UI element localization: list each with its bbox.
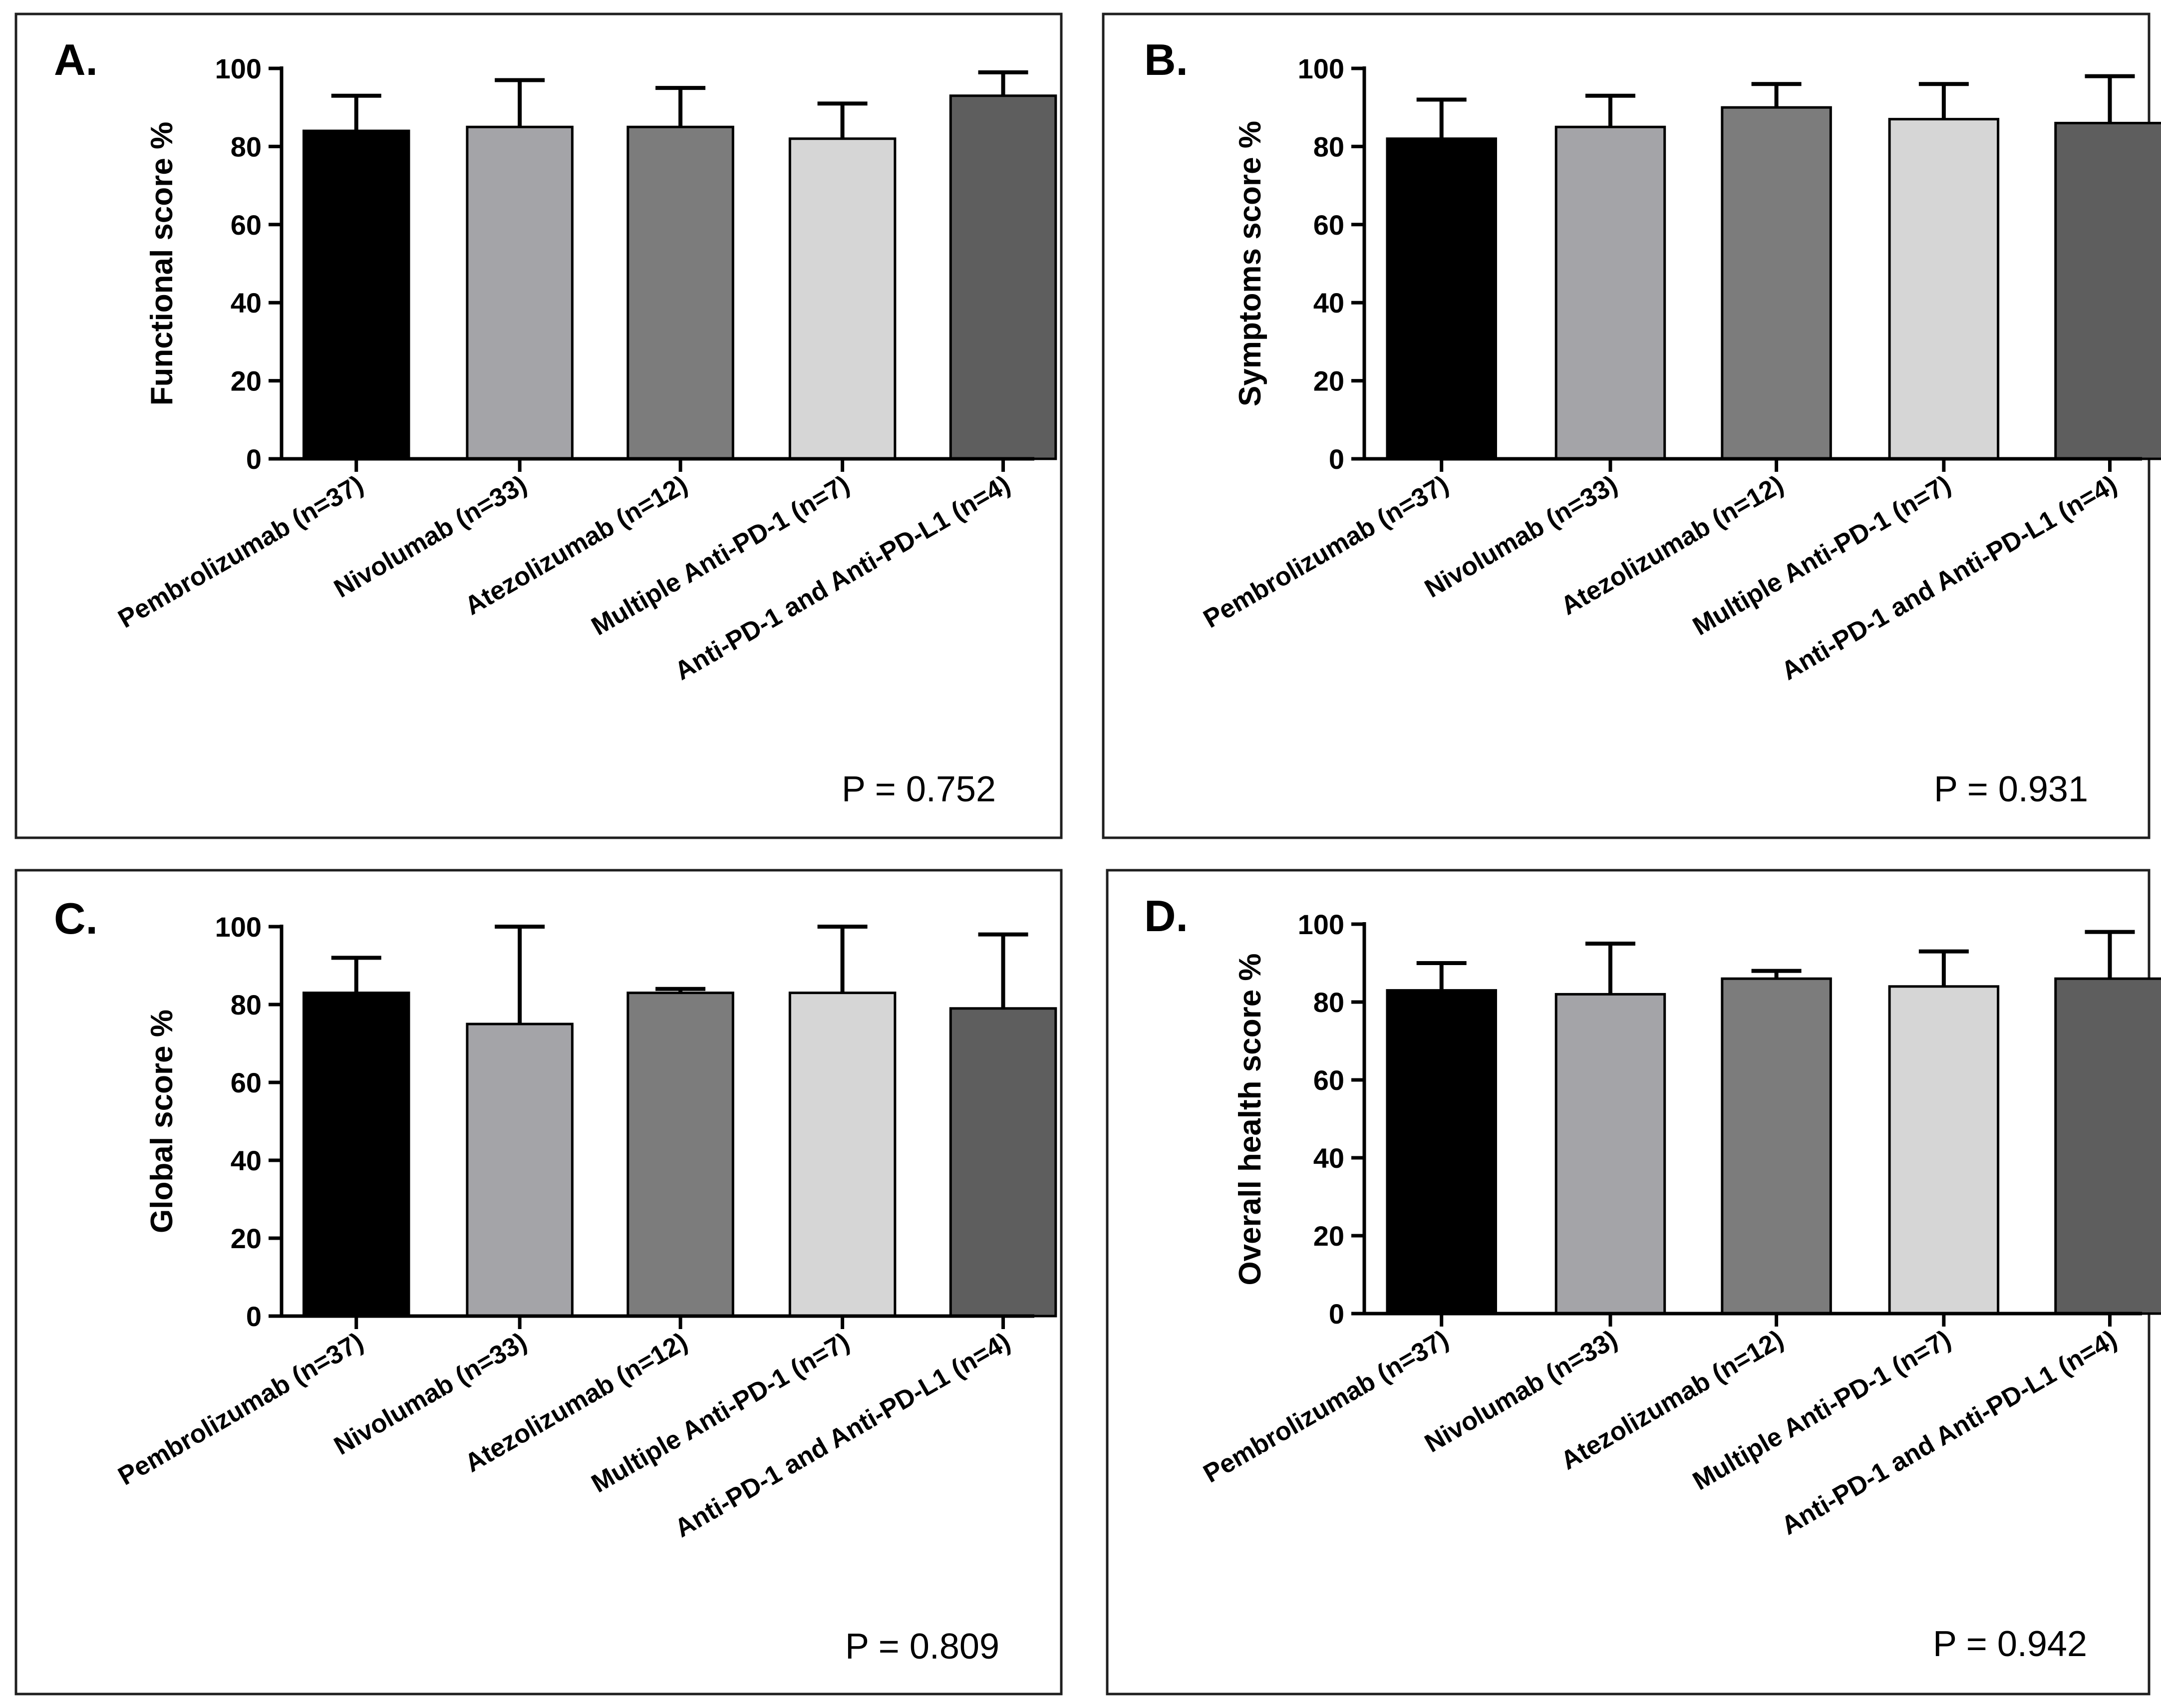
bar bbox=[949, 94, 1057, 460]
bar bbox=[1386, 989, 1497, 1315]
bar bbox=[302, 992, 410, 1318]
bar bbox=[949, 1007, 1057, 1318]
bar bbox=[1721, 106, 1832, 460]
y-tick-label: 0 bbox=[1329, 1298, 1344, 1330]
bar bbox=[466, 1023, 574, 1318]
y-tick-label: 60 bbox=[231, 1067, 262, 1098]
bar bbox=[1554, 993, 1666, 1315]
y-tick-label: 100 bbox=[1298, 53, 1344, 84]
y-tick-label: 100 bbox=[215, 53, 262, 84]
p-value-annotation: P = 0.931 bbox=[1934, 769, 2088, 809]
y-tick-label: 80 bbox=[231, 131, 262, 162]
y-tick-label: 60 bbox=[1313, 209, 1344, 241]
y-tick-label: 80 bbox=[1313, 131, 1344, 162]
y-tick-label: 40 bbox=[231, 287, 262, 319]
panel-letter: C. bbox=[54, 894, 98, 943]
bar bbox=[302, 129, 410, 460]
bar bbox=[788, 992, 897, 1318]
y-tick-label: 40 bbox=[1313, 287, 1344, 319]
y-tick-label: 100 bbox=[1298, 909, 1344, 940]
bar bbox=[788, 137, 897, 460]
y-tick-label: 0 bbox=[246, 443, 262, 475]
y-tick-label: 80 bbox=[231, 989, 262, 1021]
p-value-annotation: P = 0.809 bbox=[845, 1627, 999, 1667]
y-axis-label: Global score % bbox=[145, 1010, 179, 1233]
y-tick-label: 0 bbox=[246, 1301, 262, 1332]
bar bbox=[1554, 125, 1666, 460]
y-axis-label: Overall health score % bbox=[1233, 953, 1267, 1285]
y-tick-label: 40 bbox=[1313, 1142, 1344, 1174]
bar bbox=[626, 125, 734, 460]
y-tick-label: 100 bbox=[215, 911, 262, 943]
bar bbox=[2054, 121, 2161, 460]
y-tick-label: 20 bbox=[1313, 1220, 1344, 1252]
y-axis-label: Symptoms score % bbox=[1233, 121, 1267, 406]
bar bbox=[626, 992, 734, 1318]
y-axis-label: Functional score % bbox=[145, 122, 179, 405]
p-value-annotation: P = 0.752 bbox=[842, 769, 996, 809]
bar bbox=[1386, 137, 1497, 460]
y-tick-label: 20 bbox=[231, 1223, 262, 1254]
bar bbox=[1888, 985, 2000, 1315]
y-tick-label: 0 bbox=[1329, 443, 1344, 475]
panel-letter: A. bbox=[54, 35, 98, 84]
y-tick-label: 20 bbox=[1313, 365, 1344, 397]
p-value-annotation: P = 0.942 bbox=[1933, 1624, 2087, 1664]
y-tick-label: 60 bbox=[1313, 1064, 1344, 1096]
y-tick-label: 40 bbox=[231, 1145, 262, 1176]
y-tick-label: 20 bbox=[231, 365, 262, 397]
bar bbox=[2054, 977, 2161, 1315]
bar bbox=[466, 125, 574, 460]
y-tick-label: 80 bbox=[1313, 987, 1344, 1018]
panel-letter: D. bbox=[1144, 891, 1188, 941]
bar bbox=[1721, 977, 1832, 1315]
y-tick-label: 60 bbox=[231, 209, 262, 241]
bar bbox=[1888, 118, 2000, 460]
panel-letter: B. bbox=[1144, 35, 1188, 84]
